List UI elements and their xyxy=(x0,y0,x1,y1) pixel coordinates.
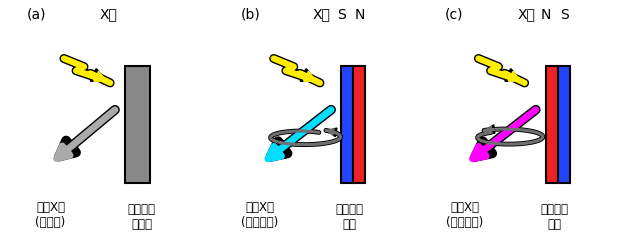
Bar xyxy=(558,66,570,183)
Text: (a): (a) xyxy=(26,8,46,22)
Text: 蛍光X線
(右円偏光): 蛍光X線 (右円偏光) xyxy=(241,201,278,229)
Text: S: S xyxy=(337,8,346,22)
Text: N: N xyxy=(355,8,365,22)
Text: 磁化して
いる: 磁化して いる xyxy=(540,203,568,231)
Text: 蛍光X線
(無偏光): 蛍光X線 (無偏光) xyxy=(35,201,66,229)
Bar xyxy=(341,66,353,183)
Text: S: S xyxy=(560,8,569,22)
Bar xyxy=(126,66,150,183)
Bar xyxy=(545,66,558,183)
Text: (b): (b) xyxy=(240,8,260,22)
Text: X線: X線 xyxy=(517,8,535,22)
Text: X線: X線 xyxy=(313,8,331,22)
Text: 磁化して
いる: 磁化して いる xyxy=(335,203,363,231)
Text: N: N xyxy=(541,8,551,22)
Bar xyxy=(353,66,365,183)
Text: 蛍光X線
(左円偏光): 蛍光X線 (左円偏光) xyxy=(445,201,483,229)
Text: (c): (c) xyxy=(445,8,463,22)
Text: X線: X線 xyxy=(100,8,118,22)
Text: 磁化して
いない: 磁化して いない xyxy=(128,203,155,231)
